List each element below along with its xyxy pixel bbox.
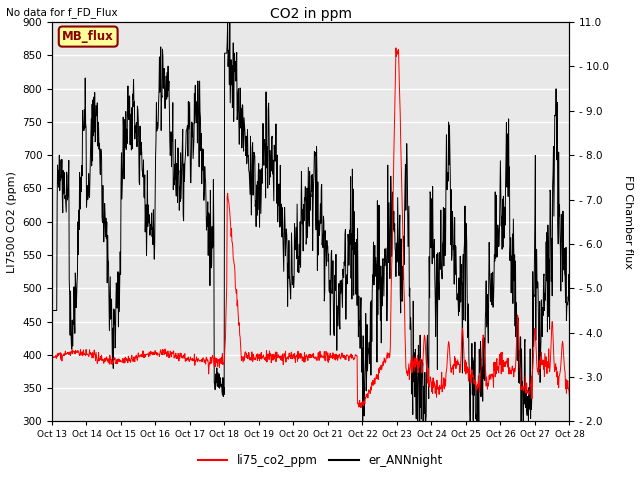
Text: MB_flux: MB_flux: [62, 30, 114, 43]
Text: No data for f_FD_Flux: No data for f_FD_Flux: [6, 7, 118, 18]
Y-axis label: FD Chamber flux: FD Chamber flux: [623, 175, 633, 269]
Legend: li75_co2_ppm, er_ANNnight: li75_co2_ppm, er_ANNnight: [193, 449, 447, 472]
Y-axis label: LI7500 CO2 (ppm): LI7500 CO2 (ppm): [7, 171, 17, 273]
Title: CO2 in ppm: CO2 in ppm: [269, 7, 352, 21]
